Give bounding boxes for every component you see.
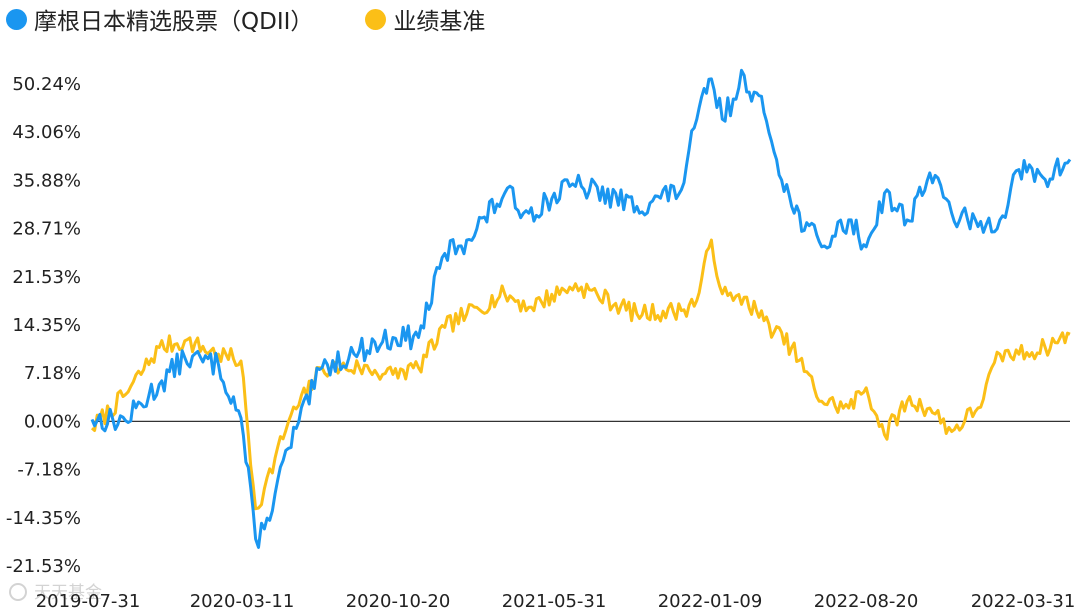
series-line-benchmark xyxy=(90,238,1071,511)
y-tick-label: 21.53% xyxy=(12,267,81,288)
x-axis-tick-labels: 2019-07-31 2020-03-11 2020-10-20 2021-05-31… xyxy=(36,591,1076,612)
y-tick-label: 28.71% xyxy=(12,219,81,240)
benchmark-legend-dot xyxy=(365,8,387,30)
y-tick-label: 0.00% xyxy=(24,411,81,432)
fund-legend-label: 摩根日本精选股票（QDII） xyxy=(34,9,314,35)
x-tick-label: 2019-07-31 xyxy=(36,591,141,612)
legend: 摩根日本精选股票（QDII） 业绩基准 xyxy=(6,3,537,35)
series-line-fund xyxy=(90,68,1072,549)
x-tick-label: 2020-10-20 xyxy=(346,591,451,612)
y-tick-label: 7.18% xyxy=(24,363,81,384)
y-tick-label: 35.88% xyxy=(12,170,81,191)
y-tick-label: 43.06% xyxy=(12,122,81,143)
y-tick-label: 50.24% xyxy=(12,74,81,95)
y-tick-label: 14.35% xyxy=(12,315,81,336)
watermark-logo-icon xyxy=(9,583,27,601)
watermark-text: 天天基金 xyxy=(34,583,102,603)
watermark: 天天基金 xyxy=(9,583,102,603)
y-tick-label: -21.53% xyxy=(6,556,81,577)
x-tick-label: 2022-08-20 xyxy=(814,591,919,612)
y-tick-label: -14.35% xyxy=(6,508,81,529)
fund-legend-dot xyxy=(6,8,27,30)
x-tick-label: 2022-01-09 xyxy=(658,591,763,612)
legend-item-benchmark[interactable]: 业绩基准 xyxy=(365,2,485,36)
x-tick-label: 2020-03-11 xyxy=(190,591,295,612)
benchmark-legend-label: 业绩基准 xyxy=(393,9,486,35)
x-tick-label: 2021-05-31 xyxy=(502,591,607,612)
y-axis-tick-labels: 50.24% 43.06% 35.88% 28.71% 21.53% 14.35% 7.18… xyxy=(6,74,81,577)
y-tick-label: -7.18% xyxy=(17,460,81,481)
x-tick-label: 2022-03-31 xyxy=(971,591,1076,612)
legend-item-fund[interactable]: 摩根日本精选股票（QDII） xyxy=(6,2,313,36)
